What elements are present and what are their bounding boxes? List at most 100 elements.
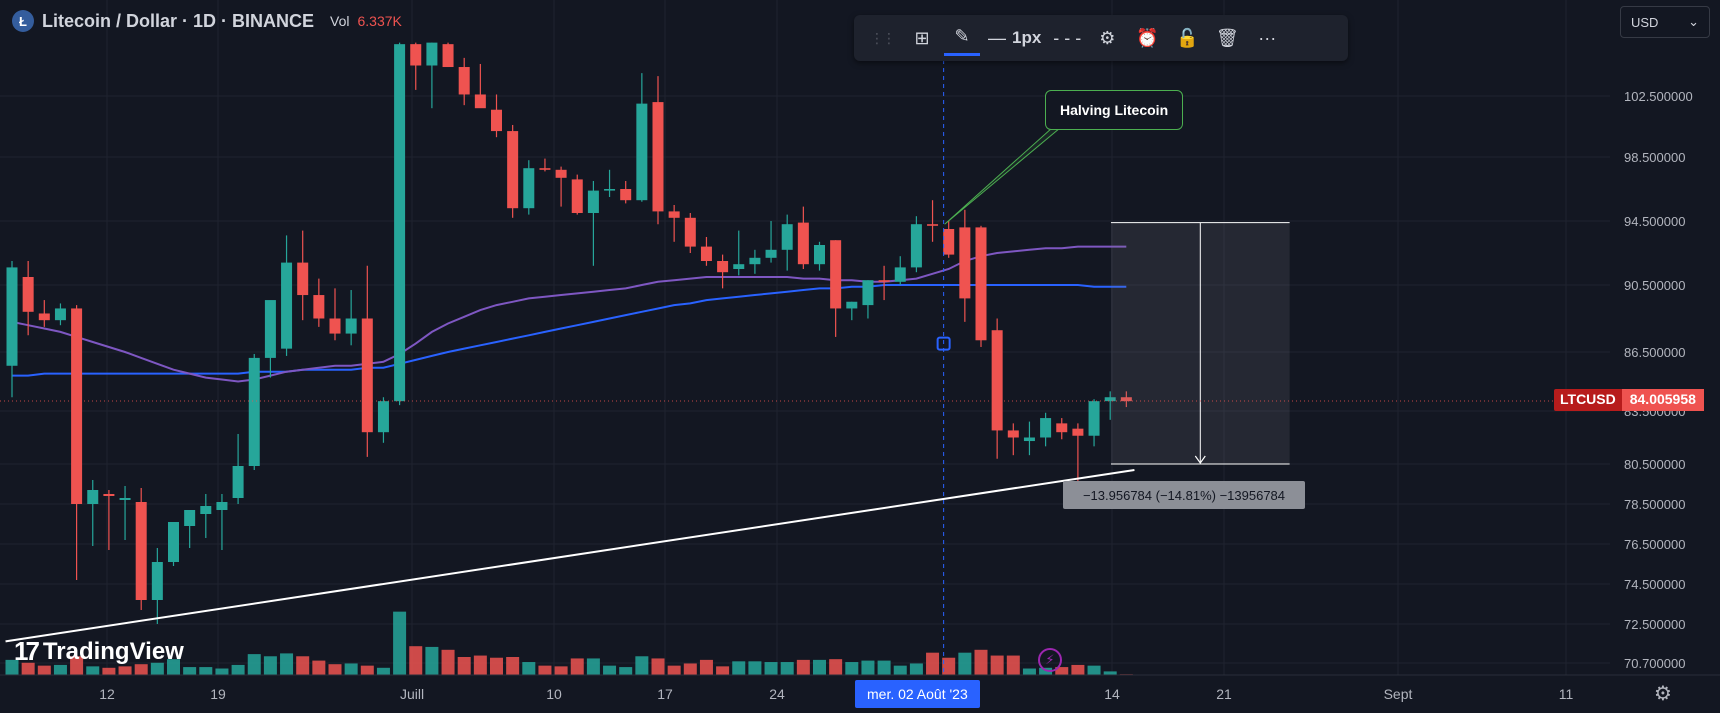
- volume-bar: [231, 664, 245, 675]
- candle-body: [377, 401, 389, 433]
- candle-body: [1072, 428, 1084, 436]
- volume-bar: [215, 668, 229, 675]
- candle-body: [1007, 430, 1019, 438]
- x-tick-label: 19: [210, 686, 226, 702]
- trash-icon[interactable]: 🗑: [1215, 27, 1239, 48]
- candle-body: [975, 227, 987, 341]
- candle-body: [426, 42, 438, 66]
- volume-bar: [1006, 655, 1020, 675]
- volume-bar: [150, 662, 164, 675]
- annotation-label[interactable]: Halving Litecoin: [1045, 90, 1184, 130]
- volume-bar: [845, 662, 859, 675]
- volume-bar: [247, 654, 261, 675]
- candle-body: [54, 308, 66, 321]
- tradingview-name: TradingView: [42, 637, 184, 665]
- y-tick-label: 76.500000: [1624, 537, 1685, 552]
- tradingview-logo: 17 TradingView: [14, 636, 184, 667]
- candle-body: [684, 217, 696, 247]
- currency-value: USD: [1631, 14, 1659, 30]
- settings-gear-icon[interactable]: ⚙: [1654, 683, 1672, 705]
- volume-bar: [667, 665, 681, 675]
- y-tick-label: 102.500000: [1624, 89, 1693, 104]
- volume-bar: [280, 653, 294, 675]
- line-width-button[interactable]: — 1px: [984, 20, 1045, 56]
- candle-body: [168, 522, 179, 562]
- volume-bar: [958, 652, 972, 675]
- candle-body: [894, 267, 906, 282]
- volume-bar: [893, 665, 907, 675]
- line-style-icon[interactable]: - - -: [1053, 27, 1082, 48]
- lightning-icon[interactable]: ⚡: [1038, 648, 1062, 672]
- candle-body: [394, 44, 406, 402]
- candle-body: [749, 257, 761, 265]
- candle-body: [200, 506, 212, 514]
- volume-bar: [457, 657, 471, 675]
- trendline: [5, 469, 1135, 643]
- last-price-badge: LTCUSD 84.005958: [1554, 389, 1704, 411]
- volume-bar: [118, 666, 132, 675]
- volume-bar: [473, 655, 487, 675]
- volume-bar: [37, 665, 51, 675]
- candle-body: [313, 295, 325, 319]
- candle-body: [636, 103, 648, 201]
- line-icon: —: [988, 27, 1006, 48]
- candle-body: [523, 168, 535, 209]
- candle-body: [862, 280, 874, 306]
- volume-bar: [409, 646, 423, 675]
- volume-bar: [764, 662, 778, 675]
- y-tick-label: 90.500000: [1624, 278, 1685, 293]
- candle-body: [248, 357, 260, 466]
- volume-bar: [877, 660, 891, 675]
- volume-bar: [21, 662, 35, 675]
- volume-bar: [796, 659, 810, 675]
- unlock-icon[interactable]: 🔓: [1176, 27, 1199, 48]
- candle-body: [1023, 437, 1035, 442]
- volume-bar: [263, 656, 277, 675]
- symbol-header: Ł Litecoin / Dollar · 1D · BINANCE Vol 6…: [12, 10, 402, 32]
- candle-body: [1120, 397, 1132, 402]
- candle-body: [119, 498, 131, 500]
- drawing-toolbar: ⋮⋮ ⊞ ✎ — 1px - - - ⚙ ⏰ 🔓 🗑 ···: [854, 15, 1348, 61]
- candle-body: [1056, 423, 1068, 433]
- more-icon[interactable]: ···: [1258, 27, 1277, 48]
- volume-bar: [748, 661, 762, 675]
- candle-body: [345, 318, 357, 334]
- measure-arrow-head: [1194, 455, 1206, 465]
- volume-bar: [538, 665, 552, 675]
- candle-body: [910, 224, 922, 268]
- candle-body: [281, 262, 293, 349]
- volume-bar: [554, 666, 568, 675]
- y-tick-label: 74.500000: [1624, 577, 1685, 592]
- candle-body: [604, 189, 616, 191]
- volume-bar: [167, 659, 180, 675]
- candle-body: [571, 179, 583, 213]
- candle-body: [733, 264, 745, 269]
- volume-bar: [651, 658, 665, 675]
- volume-bar: [102, 667, 116, 675]
- candle-body: [927, 224, 939, 226]
- y-tick-label: 98.500000: [1624, 150, 1685, 165]
- volume-bar: [813, 659, 826, 675]
- currency-select[interactable]: USD ⌄: [1620, 6, 1710, 38]
- alarm-icon[interactable]: ⏰: [1136, 27, 1159, 48]
- y-tick-label: 86.500000: [1624, 345, 1685, 360]
- volume-bar: [134, 664, 148, 675]
- volume-bar: [312, 660, 326, 675]
- volume-value: 6.337K: [357, 13, 402, 29]
- settings-icon[interactable]: ⚙: [1099, 27, 1116, 48]
- drag-handle-icon[interactable]: ⋮⋮: [870, 29, 896, 46]
- layout-grid-icon[interactable]: ⊞: [914, 27, 930, 48]
- symbol-title[interactable]: Litecoin / Dollar · 1D · BINANCE: [42, 10, 315, 31]
- volume-bar: [926, 652, 940, 675]
- candle-body: [878, 280, 890, 282]
- pencil-icon[interactable]: ✎: [944, 20, 980, 56]
- candle-body: [765, 249, 777, 258]
- volume-bar: [683, 663, 697, 675]
- line-width-label: 1px: [1012, 28, 1042, 47]
- volume-bar: [1103, 671, 1117, 675]
- volume-bar: [86, 666, 100, 675]
- volume-bar: [619, 667, 633, 675]
- last-price-value: 84.005958: [1621, 389, 1704, 411]
- candle-body: [1104, 397, 1116, 402]
